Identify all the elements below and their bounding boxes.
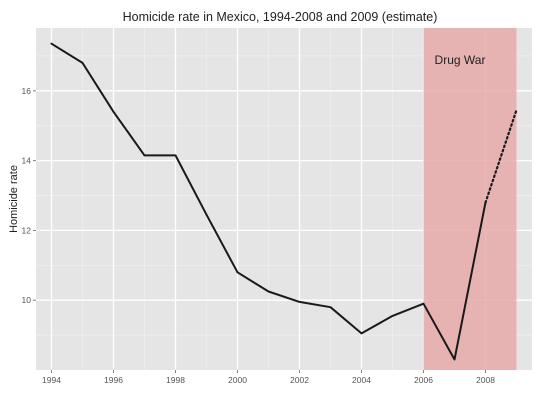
- y-tick-label: 12: [22, 225, 32, 235]
- x-tick-label: 2006: [414, 375, 433, 385]
- y-axis: 10 12 14 16: [22, 86, 36, 305]
- chart-title: Homicide rate in Mexico, 1994-2008 and 2…: [123, 10, 438, 24]
- x-tick-label: 2002: [290, 375, 309, 385]
- x-tick-label: 1996: [104, 375, 123, 385]
- x-tick-label: 2008: [476, 375, 495, 385]
- x-axis: 1994 1996 1998 2000 2002 2004 2006 2008: [42, 370, 495, 385]
- x-tick-label: 2000: [228, 375, 247, 385]
- y-axis-label: Homicide rate: [8, 165, 20, 233]
- y-tick-label: 14: [22, 156, 32, 166]
- drug-war-region: [423, 28, 517, 370]
- x-tick-label: 1994: [42, 375, 61, 385]
- y-tick-label: 10: [22, 295, 32, 305]
- estimate-line: [484, 108, 518, 204]
- drug-war-label: Drug War: [435, 53, 486, 67]
- y-tick-label: 16: [22, 86, 32, 96]
- series-lines: [50, 42, 518, 361]
- homicide-rate-line: [50, 42, 487, 361]
- x-tick-label: 1998: [166, 375, 185, 385]
- x-tick-label: 2004: [352, 375, 371, 385]
